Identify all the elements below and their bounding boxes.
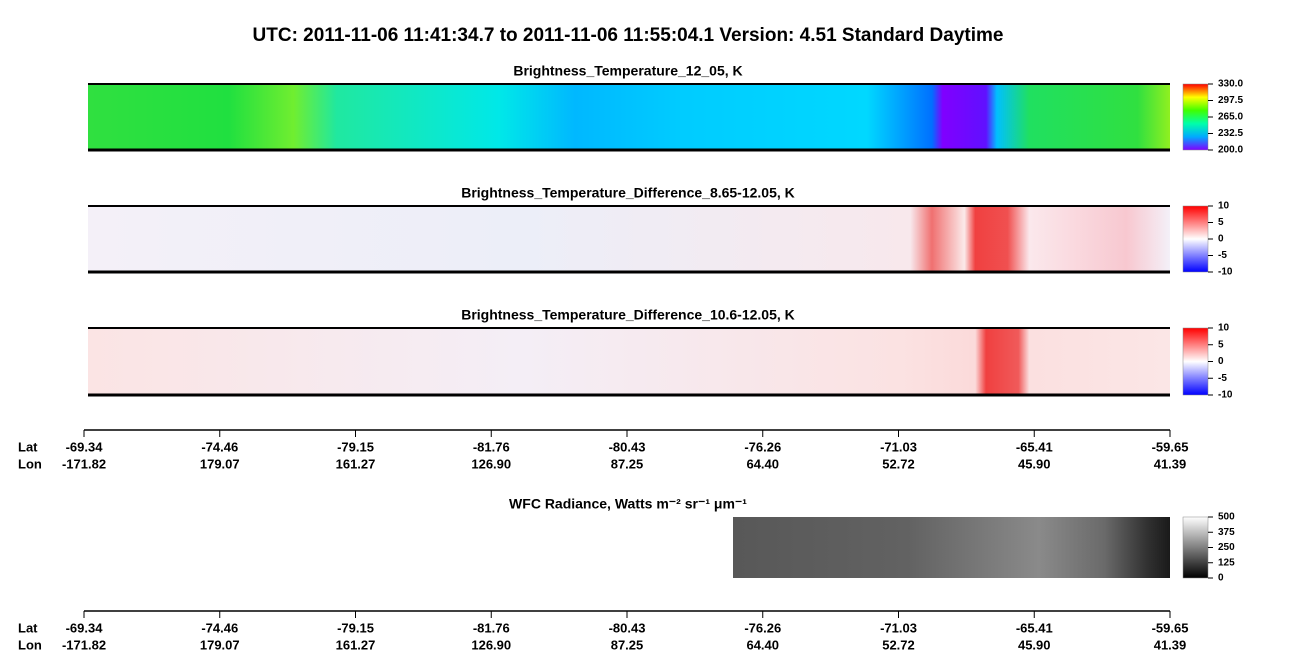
lon-label: 179.07 [200, 637, 240, 652]
lat-label: -81.76 [473, 439, 510, 454]
axis-label: Lon [18, 637, 42, 652]
colorbar-label: 10 [1218, 201, 1230, 212]
colorbar-label: 375 [1218, 527, 1235, 538]
lat-label: -81.76 [473, 620, 510, 635]
colorbar-label: 250 [1218, 542, 1235, 553]
colorbar-label: 200.0 [1218, 145, 1243, 156]
lat-label: -71.03 [880, 620, 917, 635]
lon-label: 126.90 [471, 456, 511, 471]
image [88, 328, 1170, 395]
panel-title: Brightness_Temperature_Difference_8.65-1… [461, 185, 795, 201]
colorbar [1182, 327, 1209, 396]
lon-label: 41.39 [1154, 637, 1187, 652]
lat-label: -69.34 [66, 620, 104, 635]
lat-label: -71.03 [880, 439, 917, 454]
lon-label: 87.25 [611, 456, 644, 471]
colorbar-label: 5 [1218, 339, 1224, 350]
colorbar-label: 0 [1218, 234, 1224, 245]
colorbar [1182, 83, 1209, 151]
panel-title: WFC Radiance, Watts m⁻² sr⁻¹ μm⁻¹ [509, 496, 747, 512]
colorbar [1182, 205, 1209, 273]
image [88, 84, 1170, 150]
panel-title: Brightness_Temperature_Difference_10.6-1… [461, 307, 795, 323]
lat-label: -79.15 [337, 439, 374, 454]
colorbar-label: -10 [1218, 390, 1233, 401]
image [733, 517, 1170, 578]
lat-label: -80.43 [609, 620, 646, 635]
lat-label: -65.41 [1016, 439, 1053, 454]
axis-label: Lon [18, 456, 42, 471]
colorbar-label: 0 [1218, 573, 1224, 584]
lon-label: 64.40 [746, 637, 779, 652]
lat-label: -65.41 [1016, 620, 1053, 635]
colorbar-label: 0 [1218, 356, 1224, 367]
lat-label: -80.43 [609, 439, 646, 454]
lon-label: 52.72 [882, 456, 915, 471]
lon-label: 161.27 [336, 637, 376, 652]
lat-label: -59.65 [1152, 620, 1189, 635]
lon-label: -171.82 [62, 456, 106, 471]
colorbar-label: -5 [1218, 250, 1227, 261]
lat-label: -59.65 [1152, 439, 1189, 454]
colorbar-label: 10 [1218, 323, 1230, 334]
colorbar-label: 125 [1218, 557, 1235, 568]
image [88, 206, 1170, 272]
lon-label: 45.90 [1018, 456, 1051, 471]
lon-label: 64.40 [746, 456, 779, 471]
lat-label: -79.15 [337, 620, 374, 635]
lon-label: 161.27 [336, 456, 376, 471]
title: UTC: 2011-11-06 11:41:34.7 to 2011-11-06… [253, 25, 1004, 46]
lon-label: 52.72 [882, 637, 915, 652]
lat-label: -74.46 [201, 620, 238, 635]
lat-label: -74.46 [201, 439, 238, 454]
axis-label: Lat [18, 439, 38, 454]
colorbar-label: -5 [1218, 373, 1227, 384]
panel-title: Brightness_Temperature_12_05, K [513, 63, 742, 79]
colorbar-label: 232.5 [1218, 128, 1243, 139]
axis-label: Lat [18, 620, 38, 635]
lon-label: 87.25 [611, 637, 644, 652]
lon-label: 179.07 [200, 456, 240, 471]
lat-label: -69.34 [66, 439, 104, 454]
colorbar-label: -10 [1218, 267, 1233, 278]
colorbar-label: 5 [1218, 217, 1224, 228]
colorbar [1182, 516, 1209, 579]
colorbar-label: 500 [1218, 512, 1235, 523]
colorbar-label: 330.0 [1218, 79, 1243, 90]
lat-label: -76.26 [744, 620, 781, 635]
colorbar-label: 297.5 [1218, 95, 1243, 106]
lon-label: -171.82 [62, 637, 106, 652]
colorbar-label: 265.0 [1218, 112, 1243, 123]
lon-label: 126.90 [471, 637, 511, 652]
lon-label: 41.39 [1154, 456, 1187, 471]
lat-label: -76.26 [744, 439, 781, 454]
lon-label: 45.90 [1018, 637, 1051, 652]
